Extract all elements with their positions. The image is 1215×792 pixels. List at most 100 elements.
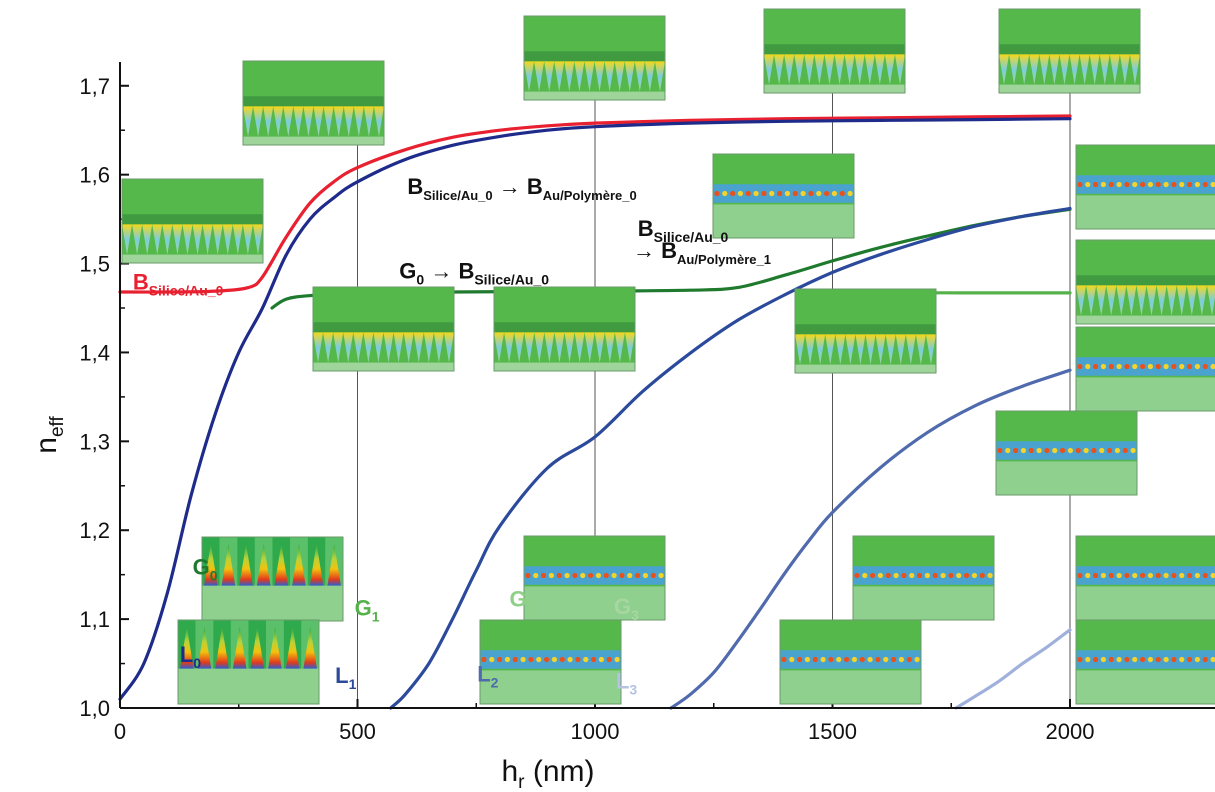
thumbnail-field-tooth	[363, 332, 374, 363]
label-base: L	[180, 642, 193, 667]
thumbnail-field-cell	[1044, 447, 1050, 454]
label-base: B	[638, 216, 654, 241]
thumbnail-field-cell	[1179, 572, 1185, 579]
thumbnail-field-cell	[914, 656, 920, 663]
label-base: L	[616, 668, 629, 693]
thumbnail-field-cell	[816, 190, 822, 197]
thumbnail-field-cell	[784, 190, 791, 197]
thumbnail-field-cell	[877, 572, 884, 579]
thumbnail-field-tooth	[1059, 54, 1070, 85]
thumbnail-field-tooth	[1029, 54, 1040, 85]
thumbnail-field-cell	[776, 190, 783, 197]
thumbnail-guide-layer	[853, 566, 994, 585]
thumbnail-field-cell	[1130, 447, 1136, 454]
thumbnail-field-tooth	[1166, 285, 1177, 316]
label-base: G	[614, 594, 631, 619]
curve-label-ann-l0: L0	[180, 642, 201, 671]
thumbnail-field-tooth	[1069, 54, 1080, 85]
thumbnail-field-cell	[1147, 656, 1154, 663]
thumbnail-guide-layer	[996, 441, 1137, 460]
thumbnail-field-tooth	[784, 54, 795, 85]
thumbnail-substrate	[524, 586, 665, 620]
thumbnail-frame	[1075, 326, 1215, 412]
mode-profile-thumbnail	[177, 619, 320, 705]
series-line-l2	[669, 368, 1072, 710]
label-arrow: →	[424, 259, 458, 284]
thumbnail-field-peak	[309, 543, 324, 586]
thumbnail-field-tooth	[925, 334, 936, 365]
thumbnail-guide-layer	[494, 322, 635, 333]
thumbnail-field-cell	[948, 572, 954, 579]
x-tick-label: 1000	[571, 719, 620, 744]
thumbnail-field-tooth	[844, 54, 855, 85]
thumbnail-field-tooth	[864, 54, 875, 85]
thumbnail-field-cell	[1163, 181, 1169, 188]
thumbnail-field-cell	[587, 572, 594, 579]
thumbnail-layer	[121, 8, 1215, 705]
thumbnail-field-cell	[1124, 181, 1130, 188]
thumbnail-field-cell	[859, 656, 865, 663]
thumbnail-frame	[121, 178, 264, 264]
mode-profile-thumbnail	[995, 410, 1138, 496]
thumbnail-field-cell	[1091, 447, 1097, 454]
thumbnail-field-tooth	[534, 332, 545, 363]
thumbnail-substrate	[713, 204, 854, 238]
thumbnail-field-cell	[1163, 572, 1169, 579]
thumbnail-field-cell	[812, 656, 818, 663]
thumbnail-field-cell	[851, 656, 858, 663]
thumbnail-field-cell	[792, 190, 798, 197]
thumbnail-field-cell	[781, 656, 787, 663]
thumbnail-field-tooth	[222, 224, 233, 255]
thumbnail-guide-layer	[1076, 175, 1215, 194]
thumbnail-field-cell	[1092, 363, 1099, 370]
x-axis-title: hr (nm)	[501, 755, 594, 792]
thumbnail-field-tooth	[303, 106, 314, 137]
thumbnail-field-cell	[909, 572, 915, 579]
thumbnail-field-tooth	[824, 54, 835, 85]
thumbnail-field-cell	[956, 572, 962, 579]
thumbnail-guide-layer	[122, 214, 263, 225]
label-arrow: →	[633, 238, 661, 263]
thumbnail-field-cell	[1210, 656, 1215, 663]
thumbnail-guide-layer	[1076, 357, 1215, 376]
thumbnail-field-tooth	[884, 54, 895, 85]
label-subscript: 0	[193, 655, 201, 671]
thumbnail-field-tooth	[383, 332, 394, 363]
label-subscript: 0	[416, 272, 424, 288]
thumbnail-field-cell	[1194, 363, 1201, 370]
thumbnail-field-tooth	[1146, 285, 1157, 316]
thumbnail-field-tooth	[323, 106, 334, 137]
thumbnail-field-cell	[1155, 572, 1161, 579]
thumbnail-field-peak	[274, 543, 289, 586]
label-base: B	[133, 269, 149, 294]
thumbnail-field-cell	[627, 572, 633, 579]
mode-profile-thumbnail	[523, 535, 666, 621]
thumbnail-field-cell	[971, 572, 978, 579]
thumbnail-frame	[1075, 619, 1215, 705]
y-tick-label: 1,4	[79, 340, 110, 365]
thumbnail-substrate	[795, 364, 936, 373]
thumbnail-field-peak	[197, 626, 212, 669]
thumbnail-field-cell	[634, 572, 641, 579]
thumbnail-field-cell	[1163, 656, 1169, 663]
thumbnail-field-cell	[843, 656, 850, 663]
thumbnail-field-cell	[1020, 447, 1027, 454]
curve-label-ann-l2: L2	[477, 661, 498, 690]
thumbnail-guide-layer	[524, 51, 665, 62]
thumbnail-field-cell	[1171, 656, 1177, 663]
thumbnail-field-cell	[875, 656, 881, 663]
thumbnail-field-tooth	[564, 332, 575, 363]
thumbnail-field-cell	[1108, 656, 1114, 663]
thumbnail-field-peak	[268, 626, 282, 669]
thumbnail-field-tooth	[574, 332, 585, 363]
thumbnail-field-tooth	[999, 54, 1010, 85]
thumbnail-substrate	[996, 461, 1137, 495]
thumbnail-field-cell	[548, 572, 555, 579]
thumbnail-field-tooth	[1129, 54, 1140, 85]
thumbnail-field-tooth	[794, 54, 805, 85]
y-tick-label: 1,3	[79, 429, 110, 454]
thumbnail-field-tooth	[1099, 54, 1110, 85]
thumbnail-field-cell	[820, 656, 826, 663]
thumbnail-field-tooth	[373, 332, 384, 363]
